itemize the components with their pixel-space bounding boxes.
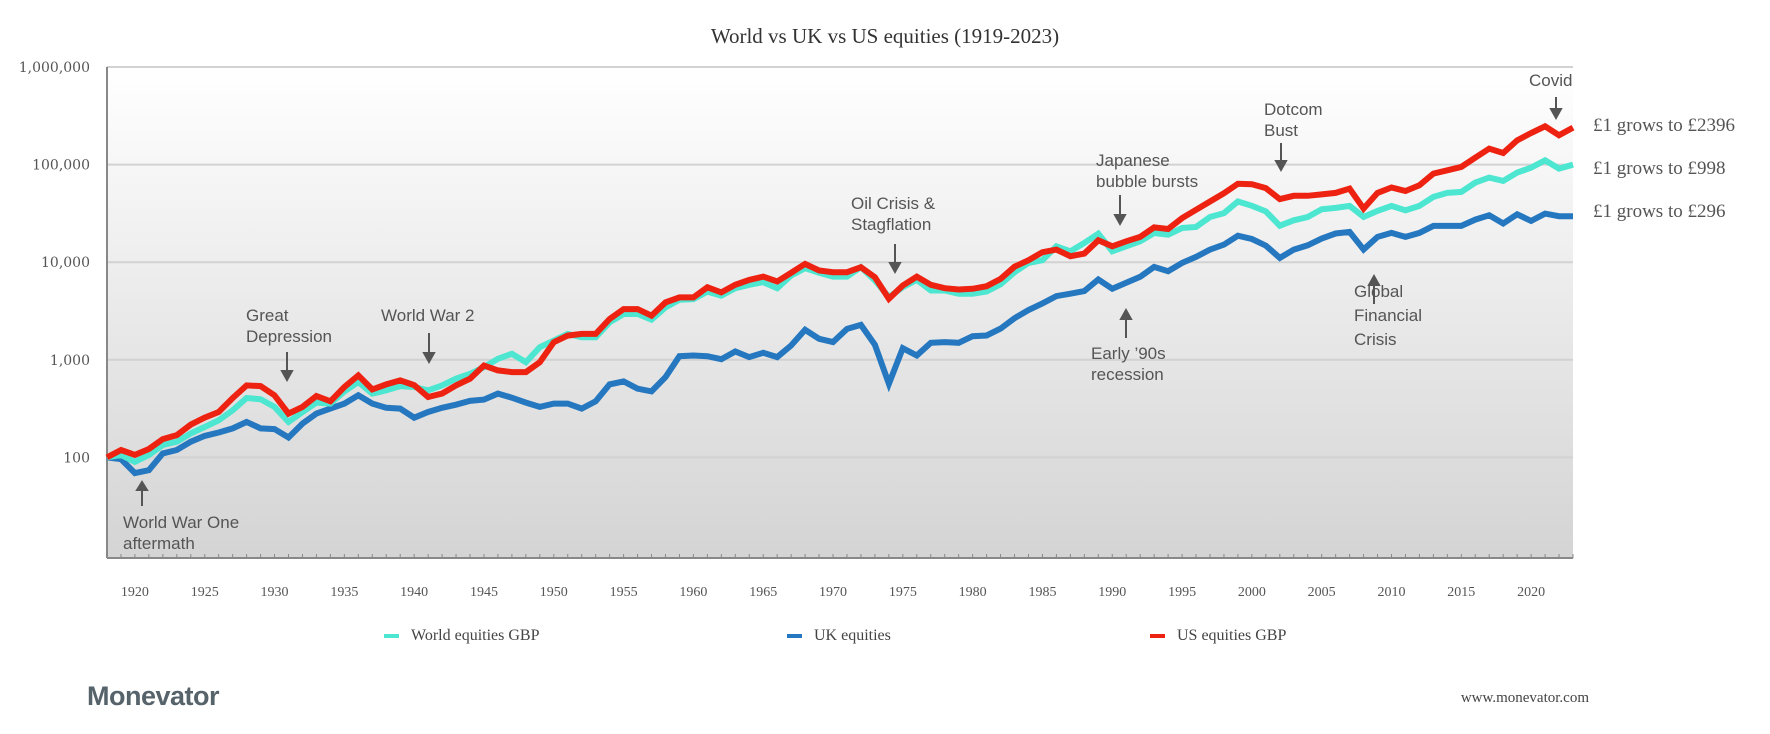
arrow-icon-dotcom xyxy=(1274,143,1288,173)
x-tick-label: 2000 xyxy=(1238,585,1266,600)
chart-title: World vs UK vs US equities (1919-2023) xyxy=(710,24,1060,48)
end-label-world: £1 grows to £998 xyxy=(1593,158,1726,179)
legend-item-us: US equities GBP xyxy=(1150,627,1286,645)
x-tick-label: 1980 xyxy=(959,585,987,600)
x-tick-label: 1955 xyxy=(610,585,638,600)
arrow-icon-ww2 xyxy=(422,333,436,365)
x-tick-label: 1970 xyxy=(819,585,847,600)
x-tick-label: 2015 xyxy=(1447,585,1475,600)
x-tick-label: 1985 xyxy=(1028,585,1056,600)
x-tick-label: 1965 xyxy=(749,585,777,600)
arrow-icon-covid xyxy=(1549,97,1563,121)
annotation-oil-crisis: Oil Crisis & Stagflation xyxy=(851,194,936,234)
x-tick-label: 1960 xyxy=(679,585,707,600)
annotation-gfc: Global Financial Crisis xyxy=(1354,282,1423,349)
arrow-icon-gfc xyxy=(1367,273,1381,304)
x-tick-label: 1975 xyxy=(889,585,917,600)
x-tick-label: 1990 xyxy=(1098,585,1126,600)
y-tick-label: 1,000 xyxy=(50,353,90,369)
series-line-world-equities-gbp xyxy=(106,156,1574,466)
x-tick-label: 2010 xyxy=(1377,585,1405,600)
end-label-uk: £1 grows to £296 xyxy=(1593,201,1726,222)
annotation-japanese-bubble: Japanese bubble bursts xyxy=(1096,151,1199,191)
arrow-icon-oil-crisis xyxy=(888,244,902,275)
x-tick-label: 1935 xyxy=(330,585,358,600)
x-tick-label: 2020 xyxy=(1517,585,1545,600)
annotation-dotcom: Dotcom Bust xyxy=(1264,100,1323,140)
legend-item-uk: UK equities xyxy=(787,627,891,645)
series-line-us-equities-gbp xyxy=(105,122,1575,461)
arrow-icon-great-depression xyxy=(280,352,294,383)
x-tick-label: 1995 xyxy=(1168,585,1196,600)
annotation-ww2: World War 2 xyxy=(381,306,475,325)
arrow-icon-ww1 xyxy=(135,480,149,506)
arrow-icon-japanese-bubble xyxy=(1113,195,1127,227)
x-tick-label: 2005 xyxy=(1308,585,1336,600)
x-tick-label: 1925 xyxy=(191,585,219,600)
series-line-uk-equities xyxy=(106,210,1573,477)
y-tick-label: 100 xyxy=(63,450,90,466)
monevator-logo: Monevator xyxy=(87,681,220,711)
x-tick-label: 1930 xyxy=(261,585,289,600)
website-url: www.monevator.com xyxy=(1460,690,1589,706)
end-label-us: £1 grows to £2396 xyxy=(1593,115,1735,136)
plot-background xyxy=(107,67,1573,557)
legend-swatch-world xyxy=(384,634,399,638)
legend-item-world: World equities GBP xyxy=(384,627,539,645)
y-tick-label: 1,000,000 xyxy=(19,60,90,76)
y-tick-label: 100,000 xyxy=(32,158,90,174)
x-tick-label: 1920 xyxy=(121,585,149,600)
arrow-icon-early-90s xyxy=(1119,307,1133,338)
y-tick-label: 10,000 xyxy=(41,255,90,271)
annotation-covid: Covid xyxy=(1529,71,1573,90)
x-tick-label: 1940 xyxy=(400,585,428,600)
x-tick-label: 1945 xyxy=(470,585,498,600)
x-tick-label: 1950 xyxy=(540,585,568,600)
legend-swatch-us xyxy=(1150,634,1165,638)
annotation-ww1: World War One aftermath xyxy=(123,513,240,553)
annotation-great-depression: Great Depression xyxy=(246,306,332,346)
annotation-early-90s: Early ’90s recession xyxy=(1091,344,1166,384)
legend-swatch-uk xyxy=(787,634,802,638)
